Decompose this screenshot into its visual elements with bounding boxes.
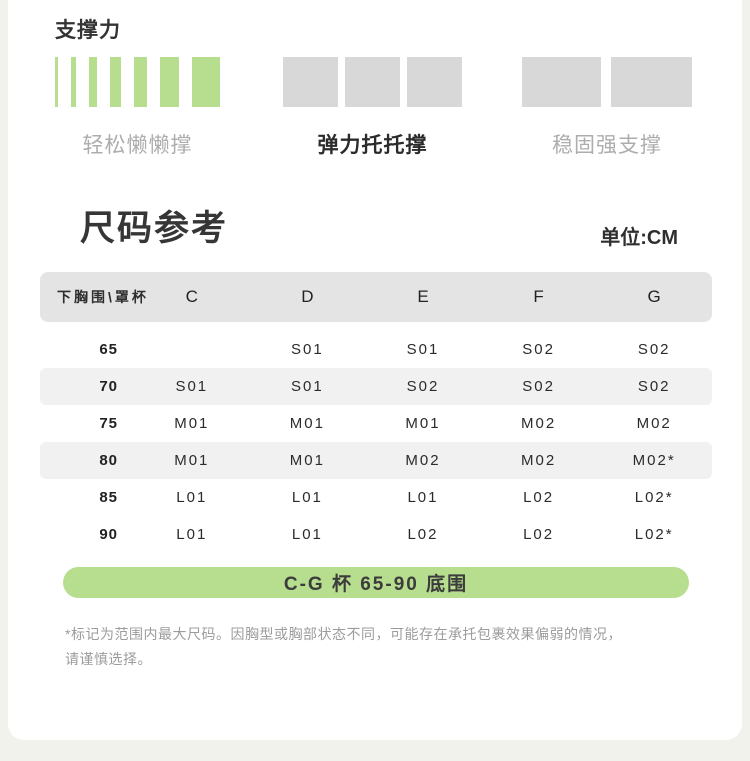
size-cell: S02 [522,378,555,395]
size-cell: S01 [175,378,209,395]
underbust-cell: 80 [99,452,118,469]
footnote-line: *标记为范围内最大尺码。因胸型或胸部状态不同，可能存在承托包裹效果偏弱的情况， [65,626,622,642]
support-level-medium: 弹力托托撑 [283,57,462,159]
support-bar [160,57,179,107]
underbust-cell: 65 [99,341,118,358]
support-level-label: 轻松懒懒撑 [82,134,193,157]
support-level-label: 稳固强支撑 [552,134,662,157]
size-table-row: 75 M01 M01 M01 M02 M02 [40,405,712,442]
support-bar [611,57,692,107]
size-cell: L01 [407,489,439,506]
size-table-row: 70 S01 S01 S02 S02 S02 [40,368,712,405]
cup-column-header: C [185,287,198,306]
support-bar [89,57,97,107]
size-cell: L01 [291,489,323,506]
cup-column-headers: C D E F G [134,272,712,322]
cup-column-header: G [647,287,661,306]
cup-column-header: F [533,287,544,306]
size-cell: M01 [174,452,210,469]
support-bar [345,57,400,107]
size-cell: L02* [634,489,674,506]
size-cell: L01 [176,489,208,506]
support-level-light: 轻松懒懒撑 [55,57,220,159]
underbust-cell: 90 [99,526,118,543]
support-bar [110,57,121,107]
size-cell: S01 [406,341,440,358]
size-cell: M02 [405,452,441,469]
size-cell: S01 [291,378,324,395]
size-cell: M02 [520,415,557,432]
support-level-bars [522,57,692,107]
size-cell: M01 [289,415,325,432]
footnote-line: 请谨慎选择。 [65,651,152,667]
cup-column-header: D [301,287,314,306]
support-bar [55,57,58,107]
size-table: 下胸围\罩杯 C D E F G 65 S01 S01 S02 S02 70 S01 S01 S02 S0… [40,272,712,553]
size-table-row: 65 S01 S01 S02 S02 [40,331,712,368]
support-level-label: 弹力托托撑 [317,134,428,157]
support-bar [283,57,338,107]
unit-label: 单位:CM [600,227,678,249]
size-cell: S02 [637,341,671,358]
size-cell: L01 [291,526,323,543]
size-footnote: *标记为范围内最大尺码。因胸型或胸部状态不同，可能存在承托包裹效果偏弱的情况， … [65,622,622,672]
size-cell: M02 [520,452,557,469]
size-cell: M01 [289,452,325,469]
underbust-cell: 70 [99,378,118,395]
support-section-title: 支撑力 [55,19,121,42]
size-table-row: 80 M01 M01 M02 M02 M02* [40,442,712,479]
size-range-banner: C-G 杯 65-90 底围 [63,567,689,598]
size-cell: M02 [636,415,672,432]
underbust-cell: 75 [99,415,118,432]
underbust-cell: 85 [99,489,118,506]
product-detail-card: 支撑力 轻松懒懒撑 弹力托托撑 稳固强支撑 尺码参考 单位:CM 下胸围\罩杯 … [8,0,742,740]
support-bar [192,57,220,107]
size-table-body: 65 S01 S01 S02 S02 70 S01 S01 S02 S02 S02 75 M01 M01 M… [40,331,712,553]
support-level-strong: 稳固强支撑 [522,57,692,159]
corner-header: 下胸围\罩杯 [57,289,149,305]
size-cell: S01 [291,341,324,358]
size-cell: M02* [632,452,676,469]
size-table-row: 85 L01 L01 L01 L02 L02* [40,479,712,516]
size-cell: S02 [522,341,555,358]
support-bar [407,57,462,107]
size-cell: L02 [523,526,555,543]
size-cell: S02 [637,378,671,395]
size-cell: L01 [176,526,208,543]
size-cell: M01 [174,415,210,432]
size-table-row: 90 L01 L01 L02 L02 L02* [40,516,712,553]
support-level-bars [55,57,220,107]
size-cell: M01 [405,415,441,432]
support-bar [134,57,147,107]
size-cell: L02* [634,526,674,543]
size-cell: L02 [523,489,555,506]
size-reference-title: 尺码参考 [80,209,229,248]
support-bar [522,57,601,107]
size-cell: L02 [407,526,439,543]
size-table-header: 下胸围\罩杯 C D E F G [40,272,712,322]
cup-column-header: E [417,287,429,306]
support-bar [71,57,76,107]
support-level-bars [283,57,462,107]
size-cell: S02 [406,378,440,395]
